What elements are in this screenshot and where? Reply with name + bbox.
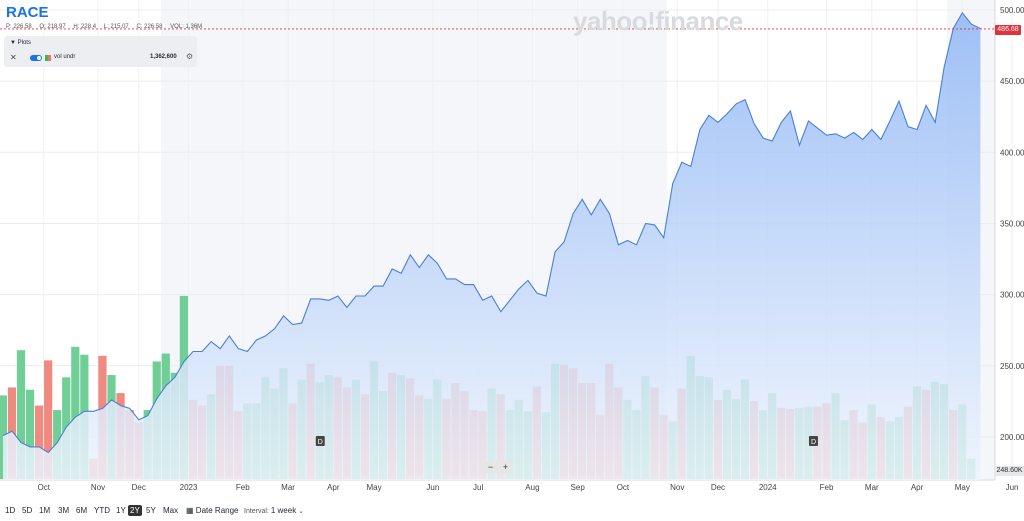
range-5d[interactable]: 5D: [22, 506, 33, 515]
x-tick-label: May: [366, 483, 381, 492]
gear-icon[interactable]: ⚙: [186, 52, 194, 61]
x-tick-label: Jun: [1006, 483, 1019, 492]
y-tick-label: 300.00: [1000, 291, 1024, 300]
calendar-icon: ▦: [186, 506, 194, 515]
zoom-control: − +: [483, 461, 513, 473]
interval-value: 1 week: [270, 506, 297, 515]
dividend-marker: [315, 436, 325, 446]
x-tick-label: Nov: [670, 483, 684, 492]
x-tick-label: Feb: [820, 483, 834, 492]
ohlc-l: L: 215.07: [103, 24, 129, 30]
range-toolbar: 1D 5D 1M 3M 6M YTD 1Y 2Y 5Y Max ▦ Date R…: [0, 499, 1024, 521]
range-1m[interactable]: 1M: [39, 506, 51, 515]
y-axis: 500.00 450.00 400.00 350.00 300.00 250.00 200.…: [1000, 6, 1024, 442]
ohlc-c: C: 226.58: [136, 24, 163, 30]
ohlc-h: H: 228.4: [73, 24, 97, 30]
x-tick-label: Apr: [327, 483, 340, 492]
x-axis: Oct Nov Dec 2023 Feb Mar Apr May Jun Jul Aug Sep Oct…: [37, 483, 1019, 492]
volume-bar-down: [44, 360, 53, 479]
y-tick-label: 400.00: [1000, 148, 1024, 157]
x-tick-label: Nov: [91, 483, 105, 492]
price-line: [2, 11, 981, 454]
current-price-tag: 486.68: [995, 25, 1021, 35]
y-tick-label: 250.00: [1000, 362, 1024, 371]
x-tick-label: Mar: [865, 483, 879, 492]
range-5y[interactable]: 5Y: [146, 506, 156, 515]
zoom-in-button[interactable]: +: [502, 462, 509, 472]
y-tick-label: 500.00: [1000, 6, 1024, 15]
x-tick-label: 2023: [180, 483, 198, 492]
ohlc-o: O: 218.97: [39, 24, 66, 30]
y-tick-label: 350.00: [1000, 219, 1024, 228]
volume-down-swatch: [48, 55, 51, 61]
plots-header[interactable]: ▼ Plots: [10, 40, 31, 46]
range-1d[interactable]: 1D: [5, 506, 16, 515]
x-tick-label: Oct: [37, 483, 50, 492]
volume-bar-down: [35, 405, 44, 479]
interval-label: Interval:: [244, 508, 269, 515]
x-tick-label: Dec: [711, 483, 725, 492]
volume-bar-up: [25, 389, 35, 479]
x-tick-label: Jul: [473, 483, 483, 492]
x-tick-label: Feb: [236, 483, 250, 492]
range-max[interactable]: Max: [163, 506, 179, 515]
x-tick-label: Mar: [281, 483, 295, 492]
range-1y[interactable]: 1Y: [116, 506, 126, 515]
volume-bar-up: [71, 346, 80, 479]
x-tick-label: Apr: [911, 483, 924, 492]
price-series: [0, 11, 995, 481]
dividend-marker: [808, 436, 818, 446]
dividend-marker-label: D: [811, 439, 816, 446]
indicator-row[interactable]: ✕ vol undr 1,362,600 ⚙: [10, 52, 194, 64]
range-3m[interactable]: 3M: [58, 506, 70, 515]
interval-selector[interactable]: Interval: 1 week ⌄: [244, 505, 304, 517]
volume-bar-up: [16, 350, 26, 479]
x-tick-label: Aug: [525, 483, 539, 492]
yahoo-finance-watermark: yahoo!finance: [573, 6, 743, 36]
range-ytd[interactable]: YTD: [94, 506, 110, 515]
indicator-name: vol undr: [54, 54, 76, 60]
volume-tag: 248.60K: [995, 466, 1024, 476]
indicator-toggle[interactable]: [30, 55, 42, 61]
x-tick-label: 2024: [759, 483, 777, 492]
volume-up-swatch: [45, 55, 48, 61]
x-tick-label: Oct: [617, 483, 630, 492]
date-range-button[interactable]: ▦ Date Range: [186, 505, 239, 516]
ohlc-vol: VOL: 1.36M: [170, 24, 203, 30]
x-tick-label: Dec: [132, 483, 146, 492]
ticker-title: RACE: [6, 4, 49, 21]
x-tick-label: Sep: [571, 483, 586, 492]
plots-panel: ▼ Plots ✕ vol undr 1,362,600 ⚙: [4, 36, 197, 67]
chevron-down-icon: ⌄: [298, 508, 305, 515]
y-tick-label: 200.00: [1000, 433, 1024, 442]
indicator-value: 1,362,600: [150, 54, 177, 60]
ohlc-readout: P: 226.58 O: 218.97 H: 228.4 L: 215.07 C…: [6, 24, 208, 30]
ohlc-p: P: 226.58: [6, 24, 32, 30]
zoom-out-button[interactable]: −: [487, 462, 494, 472]
range-2y[interactable]: 2Y: [128, 505, 142, 516]
y-tick-label: 450.00: [1000, 77, 1024, 86]
stock-chart[interactable]: 500.00 450.00 400.00 350.00 300.00 250.00 200.…: [0, 0, 1024, 499]
dividend-marker-label: D: [318, 439, 323, 446]
range-6m[interactable]: 6M: [76, 506, 88, 515]
close-icon[interactable]: ✕: [10, 53, 17, 62]
x-tick-label: Jun: [426, 483, 439, 492]
date-range-label: Date Range: [195, 506, 239, 515]
price-area: [3, 12, 981, 481]
x-tick-label: May: [955, 483, 970, 492]
